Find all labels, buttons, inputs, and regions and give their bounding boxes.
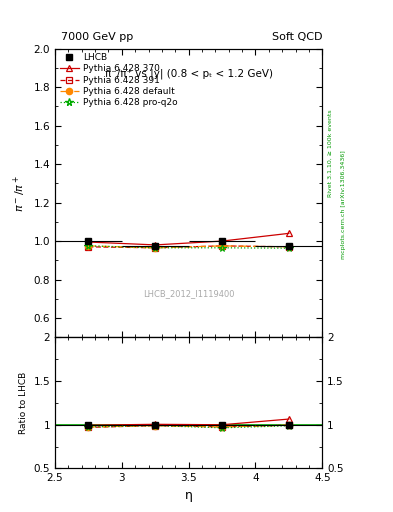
X-axis label: η: η xyxy=(185,489,193,502)
Legend: LHCB, Pythia 6.428 370, Pythia 6.428 391, Pythia 6.428 default, Pythia 6.428 pro: LHCB, Pythia 6.428 370, Pythia 6.428 391… xyxy=(58,51,180,109)
Y-axis label: Ratio to LHCB: Ratio to LHCB xyxy=(19,372,28,434)
Text: 7000 GeV pp: 7000 GeV pp xyxy=(61,32,133,42)
Text: LHCB_2012_I1119400: LHCB_2012_I1119400 xyxy=(143,289,234,298)
Text: Soft QCD: Soft QCD xyxy=(272,32,322,42)
Y-axis label: $\pi^-/\pi^+$: $\pi^-/\pi^+$ xyxy=(12,175,28,211)
Text: Rivet 3.1.10, ≥ 100k events: Rivet 3.1.10, ≥ 100k events xyxy=(328,110,333,198)
Text: mcplots.cern.ch [arXiv:1306.3436]: mcplots.cern.ch [arXiv:1306.3436] xyxy=(341,151,346,259)
Text: π⁻/π⁺ vs |y| (0.8 < pₜ < 1.2 GeV): π⁻/π⁺ vs |y| (0.8 < pₜ < 1.2 GeV) xyxy=(105,69,273,79)
